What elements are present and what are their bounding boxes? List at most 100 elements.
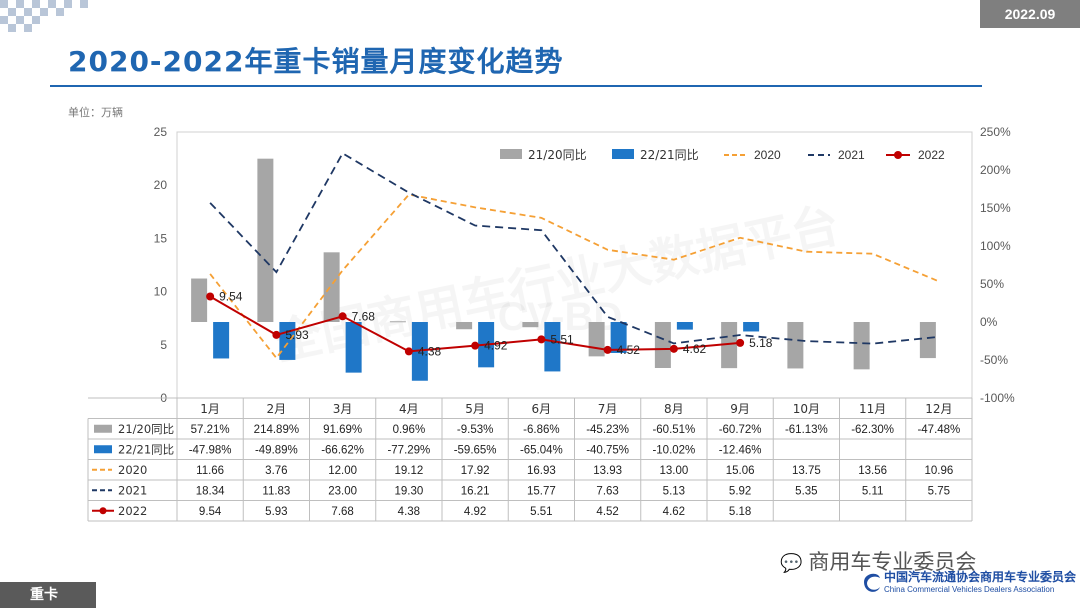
y-right-tick-label: -100% (980, 391, 1015, 405)
table-cell: 10.96 (924, 465, 953, 477)
wechat-account: 💬 商用车专业委员会 (780, 546, 976, 576)
table-cell: 13.75 (792, 465, 821, 477)
table-key-swatch (94, 424, 112, 433)
table-cell: 5.13 (663, 485, 685, 497)
table-row-label: 2021 (118, 483, 147, 497)
bar-21-20 (721, 322, 738, 369)
bar-22-21 (544, 322, 561, 372)
data-label-2022: 5.51 (550, 332, 574, 346)
table-cell: -45.23% (586, 424, 629, 436)
y-left-tick-label: 5 (160, 338, 167, 352)
data-label-2022: 4.52 (617, 343, 641, 357)
bar-22-21 (743, 322, 760, 332)
table-cell: 15.77 (527, 485, 556, 497)
table-cell: 5.75 (928, 485, 950, 497)
association-name-cn: 中国汽车流通协会商用车专业委员会 (884, 570, 1077, 584)
legend-label-21-20: 21/20同比 (528, 148, 587, 162)
legend-label-22-21: 22/21同比 (640, 148, 699, 162)
table-cell: 4.52 (596, 506, 618, 518)
table-row-label: 2020 (118, 463, 147, 477)
point-2022 (603, 345, 612, 354)
table-cell: -40.75% (586, 444, 629, 456)
point-2022 (404, 347, 413, 356)
association-name-en: China Commercial Vehicles Dealers Associ… (884, 585, 1055, 594)
table-row-label: 22/21同比 (118, 442, 174, 456)
wechat-account-name: 商用车专业委员会 (808, 550, 977, 574)
point-2022 (669, 344, 678, 353)
table-cell: 7.63 (596, 485, 618, 497)
legend-swatch-22-21 (612, 149, 634, 159)
table-cell: -49.89% (255, 444, 298, 456)
x-tick-label: 7月 (598, 402, 618, 416)
x-tick-label: 6月 (532, 402, 552, 416)
point-2022 (272, 330, 281, 339)
table-cell: 19.30 (394, 485, 423, 497)
table-cell: -66.62% (321, 444, 364, 456)
data-label-2022: 5.18 (749, 336, 773, 350)
table-cell: 214.89% (254, 424, 299, 436)
bar-21-20 (654, 322, 671, 368)
table-cell: 12.00 (328, 465, 357, 477)
table-cell: -9.53% (457, 424, 493, 436)
table-cell: 5.51 (530, 506, 552, 518)
y-right-tick-label: 0% (980, 315, 998, 329)
y-left-tick-label: 10 (154, 285, 168, 299)
x-tick-label: 11月 (859, 402, 886, 416)
table-cell: 23.00 (328, 485, 357, 497)
point-2022 (338, 312, 347, 321)
point-2022 (471, 341, 480, 350)
y-left-tick-label: 15 (154, 231, 168, 245)
table-cell: 17.92 (461, 465, 490, 477)
table-cell: 5.11 (862, 485, 884, 497)
bar-21-20 (522, 322, 539, 328)
legend-label-2022: 2022 (918, 148, 945, 162)
table-cell: -10.02% (652, 444, 695, 456)
page-title: 2020-2022年重卡销量月度变化趋势 (68, 45, 564, 78)
line-2021 (209, 152, 939, 345)
table-cell: 19.12 (394, 465, 423, 477)
y-right-tick-label: 100% (980, 239, 1011, 253)
table-cell: 0.96% (393, 424, 426, 436)
unit-label: 单位：万辆 (68, 106, 123, 119)
table-cell: 13.00 (659, 465, 688, 477)
table-cell: -60.51% (652, 424, 695, 436)
point-2022 (736, 338, 745, 347)
table-cell: -65.04% (520, 444, 563, 456)
line-2020 (209, 193, 940, 360)
table-cell: 16.93 (527, 465, 556, 477)
corner-pattern-icon (0, 0, 88, 32)
data-label-2022: 9.54 (219, 289, 243, 303)
table-cell: 5.92 (729, 485, 751, 497)
bar-21-20 (191, 278, 208, 322)
table-cell: 5.35 (795, 485, 817, 497)
bar-21-20 (456, 322, 473, 330)
table-cell: 4.38 (398, 506, 420, 518)
table-cell: -12.46% (719, 444, 762, 456)
table-cell: 5.18 (729, 506, 751, 518)
bar-21-20 (853, 322, 870, 370)
table-key-swatch (94, 445, 112, 454)
x-tick-label: 9月 (730, 402, 750, 416)
association-logo-icon (864, 573, 880, 592)
y-right-tick-label: 150% (980, 201, 1011, 215)
bar-21-20 (257, 158, 274, 322)
table-cell: 11.66 (196, 465, 224, 477)
bar-21-20 (323, 252, 340, 322)
y-left-tick-label: 25 (154, 125, 168, 139)
bar-22-21 (610, 322, 627, 353)
bar-21-20 (389, 321, 406, 323)
table-cell: 57.21% (191, 424, 230, 436)
table-cell: -59.65% (454, 444, 497, 456)
table-cell: 7.68 (331, 506, 353, 518)
table-cell: -61.13% (785, 424, 828, 436)
table-cell: 11.83 (262, 485, 290, 497)
x-tick-label: 3月 (333, 402, 353, 416)
table-row-label: 21/20同比 (118, 422, 174, 436)
x-tick-label: 1月 (200, 402, 220, 416)
x-tick-label: 10月 (793, 402, 820, 416)
bar-21-20 (787, 322, 804, 369)
table-cell: -60.72% (719, 424, 762, 436)
x-tick-label: 4月 (399, 402, 419, 416)
table-row-label: 2022 (118, 504, 147, 518)
